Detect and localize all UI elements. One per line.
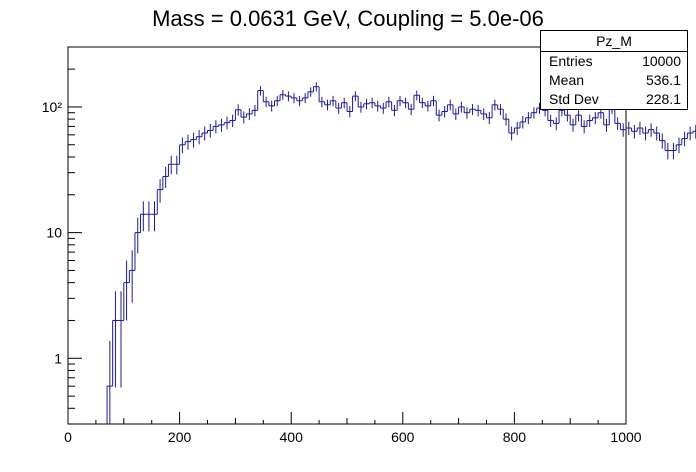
- x-tick-label: 800: [503, 429, 527, 445]
- chart-title: Mass = 0.0631 GeV, Coupling = 5.0e-06: [152, 6, 544, 31]
- stats-row-entries: Entries 10000: [541, 52, 687, 71]
- y-axis: 1 10 10²: [42, 46, 82, 425]
- x-tick-label: 600: [391, 429, 415, 445]
- x-axis: 0 200 400 600 800 1000: [64, 412, 642, 445]
- stats-value: 228.1: [645, 91, 681, 107]
- y-tick-label: 10²: [42, 99, 63, 115]
- stats-label: Std Dev: [549, 91, 599, 107]
- stats-box: Pz_M Entries 10000 Mean 536.1 Std Dev 22…: [540, 30, 688, 110]
- stats-value: 536.1: [645, 72, 681, 88]
- stats-row-mean: Mean 536.1: [541, 71, 687, 90]
- y-tick-label: 10: [46, 225, 62, 241]
- stats-row-stddev: Std Dev 228.1: [541, 90, 687, 109]
- histogram-bars: [106, 82, 696, 424]
- stats-label: Mean: [549, 72, 585, 88]
- stats-label: Entries: [549, 53, 593, 69]
- x-tick-label: 1000: [610, 429, 641, 445]
- x-tick-label: 400: [280, 429, 304, 445]
- x-tick-label: 200: [168, 429, 192, 445]
- y-tick-label: 1: [54, 350, 62, 366]
- stats-title: Pz_M: [541, 31, 687, 52]
- stats-value: 10000: [642, 53, 681, 69]
- x-tick-label: 0: [64, 429, 72, 445]
